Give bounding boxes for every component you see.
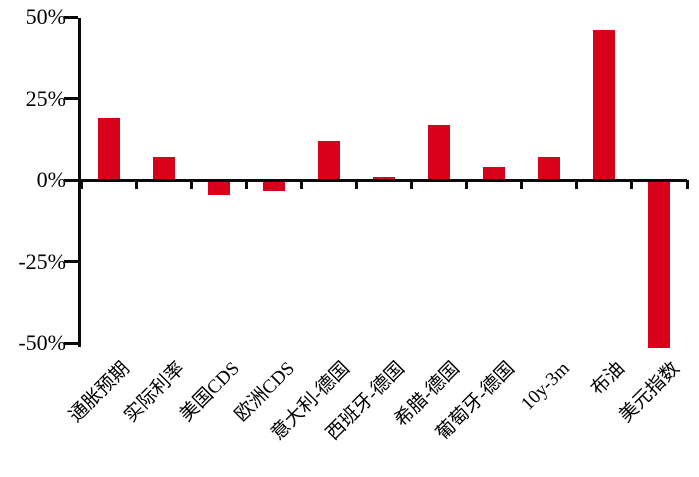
x-axis-tick-mark [520, 180, 524, 189]
y-axis-tick-mark [64, 178, 78, 182]
x-axis-tick-mark [79, 180, 83, 189]
y-axis-tick-mark [64, 15, 78, 19]
bar-11 [648, 181, 671, 348]
x-axis-tick-mark [244, 180, 248, 189]
x-axis-line [78, 178, 687, 182]
bar-6 [373, 176, 395, 180]
x-axis-tick-mark [410, 180, 414, 189]
x-axis-tick-mark [299, 180, 303, 189]
x-axis-tick-mark [465, 180, 469, 189]
y-axis-tick-mark [64, 341, 78, 345]
y-axis-tick-label: 0% [36, 167, 66, 192]
x-axis-tick-mark [354, 180, 358, 189]
x-axis-tick-mark [575, 180, 579, 189]
y-axis-tick-mark [64, 97, 78, 100]
x-axis-tick-mark [630, 180, 634, 189]
bar-9 [538, 157, 561, 180]
y-axis-tick-mark [64, 260, 78, 263]
x-axis-tick-mark [685, 180, 689, 189]
bar-2 [152, 157, 175, 180]
y-axis-tick-label: -25% [18, 248, 66, 274]
x-axis-tick-mark [189, 180, 193, 189]
bar-10 [593, 30, 616, 180]
bar-8 [483, 166, 506, 180]
y-axis-tick-label: 50% [25, 4, 66, 29]
y-axis-tick-label: -50% [18, 330, 66, 355]
bar-7 [428, 124, 451, 180]
bar-5 [317, 140, 340, 180]
x-axis-tick-mark [134, 180, 138, 189]
y-axis-tick-label: 25% [25, 85, 66, 111]
bar-3 [207, 181, 230, 195]
bar-4 [262, 181, 285, 192]
bar-1 [97, 118, 120, 180]
